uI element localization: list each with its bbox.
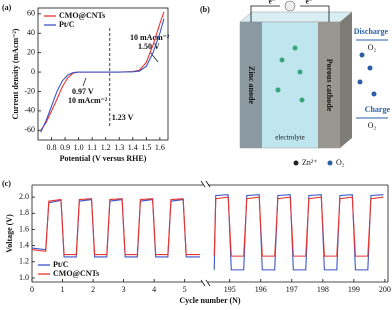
electrolyte-label: electrolyte: [275, 134, 305, 142]
y-tick-label: 1.0: [19, 273, 29, 282]
zn-ion: [299, 97, 305, 103]
wire-left: [250, 5, 280, 22]
legend-zn-label: Zn²⁺: [302, 158, 318, 167]
o2-bubble: [367, 65, 373, 71]
series-line: [40, 11, 165, 131]
x-tick-label: 1.6: [155, 143, 165, 152]
reference-label: 1.23 V: [112, 113, 134, 122]
series-line: [40, 18, 165, 133]
legend-zn-dot: [293, 160, 299, 166]
x-tick-label: 198: [317, 285, 329, 294]
axis-break: [205, 180, 211, 188]
annotation-arrow: [82, 77, 87, 87]
x-tick-label: 5: [183, 285, 187, 294]
anode-label: Zinc anode: [247, 66, 256, 104]
legend-label: Pt/C: [59, 20, 75, 29]
x-tick-label: 1: [61, 285, 65, 294]
x-tick-label: 199: [348, 285, 360, 294]
y-tick-label: 20: [27, 47, 35, 56]
x-tick-label: 3: [122, 285, 126, 294]
annotation: 10 mAcm⁻²: [68, 96, 108, 105]
bulb: [284, 0, 296, 12]
x-tick-label: 0.9: [60, 143, 70, 152]
x-axis-title: Cycle number (N): [179, 296, 241, 305]
porous-cathode-slab: [318, 22, 340, 148]
zinc-anode-slab: [240, 22, 262, 148]
y-tick-label: -20: [24, 86, 35, 95]
charge-gas-label: O₂: [368, 121, 377, 130]
x-tick-label: 195: [224, 285, 236, 294]
panel-label: (a): [2, 3, 12, 12]
x-tick-label: 200: [379, 285, 391, 294]
legend-label: CMO@CNTs: [53, 269, 99, 278]
discharge-label: Discharge: [354, 27, 389, 36]
legend-label: Pt/C: [53, 260, 69, 269]
x-tick-label: 0: [30, 285, 34, 294]
x-tick-label: 4: [152, 285, 156, 294]
annotation: 10 mAcm⁻²: [130, 33, 170, 42]
x-tick-label: 197: [286, 285, 298, 294]
legend-o2-label: O₂: [336, 158, 345, 167]
cathode-label: Porous cathode: [325, 59, 334, 112]
zn-ion: [275, 87, 281, 93]
x-axis-title: Potential (V versus RHE): [60, 154, 147, 163]
annotation-arrow: [149, 51, 159, 63]
annotation: 1.50 V: [138, 42, 160, 51]
y-tick-label: 1.4: [19, 240, 29, 249]
y-tick-label: -40: [24, 106, 35, 115]
discharge-gas-label: O₂: [368, 43, 377, 52]
panel-label: (c): [2, 179, 11, 188]
cathode-side: [340, 12, 352, 148]
o2-bubble: [357, 79, 363, 85]
o2-bubble: [371, 91, 377, 97]
y-axis-title: Current density (mAcm⁻²): [11, 28, 20, 119]
x-tick-label: 0.8: [47, 143, 57, 152]
x-tick-label: 1.1: [87, 143, 97, 152]
x-tick-label: 2: [91, 285, 95, 294]
y-tick-label: -60: [24, 125, 35, 134]
x-tick-label: 1.4: [128, 143, 138, 152]
wire-right: [300, 5, 330, 22]
electron-label: e⁻: [306, 0, 313, 6]
o2-bubble: [359, 52, 365, 58]
x-tick-label: 1.0: [74, 143, 84, 152]
y-tick-label: 1.8: [19, 208, 29, 217]
series-line: [31, 194, 384, 271]
axis-break: [200, 180, 206, 188]
y-axis-title: Voltage (V): [5, 214, 14, 253]
legend-o2-dot: [327, 160, 333, 166]
y-tick-label: 2.0: [19, 192, 29, 201]
y-tick-label: 60: [27, 9, 35, 18]
zn-ion: [292, 45, 298, 51]
axis-break: [205, 279, 211, 287]
panel-label: (b): [200, 5, 210, 14]
x-tick-label: 1.2: [101, 143, 111, 152]
electron-label: e⁻: [269, 0, 276, 6]
zn-ion: [279, 57, 285, 63]
cell-top: [239, 11, 353, 23]
annotation: 0.97 V: [72, 87, 94, 96]
plot-frame: [37, 7, 169, 141]
battery-diagram: (b) Zinc anode Porous cathode electrolyt…: [200, 0, 390, 167]
x-tick-label: 1.3: [114, 143, 124, 152]
legend-label: CMO@CNTs: [59, 11, 105, 20]
y-tick-label: 1.6: [19, 224, 29, 233]
y-tick-label: 0: [31, 67, 35, 76]
axis-break: [200, 279, 206, 287]
zn-ion: [297, 69, 303, 75]
y-tick-label: 40: [27, 28, 35, 37]
charge-label: Charge: [365, 105, 391, 114]
x-tick-label: 1.5: [141, 143, 151, 152]
y-tick-label: 1.2: [19, 257, 29, 266]
series-line: [31, 196, 384, 257]
x-tick-label: 196: [255, 285, 267, 294]
